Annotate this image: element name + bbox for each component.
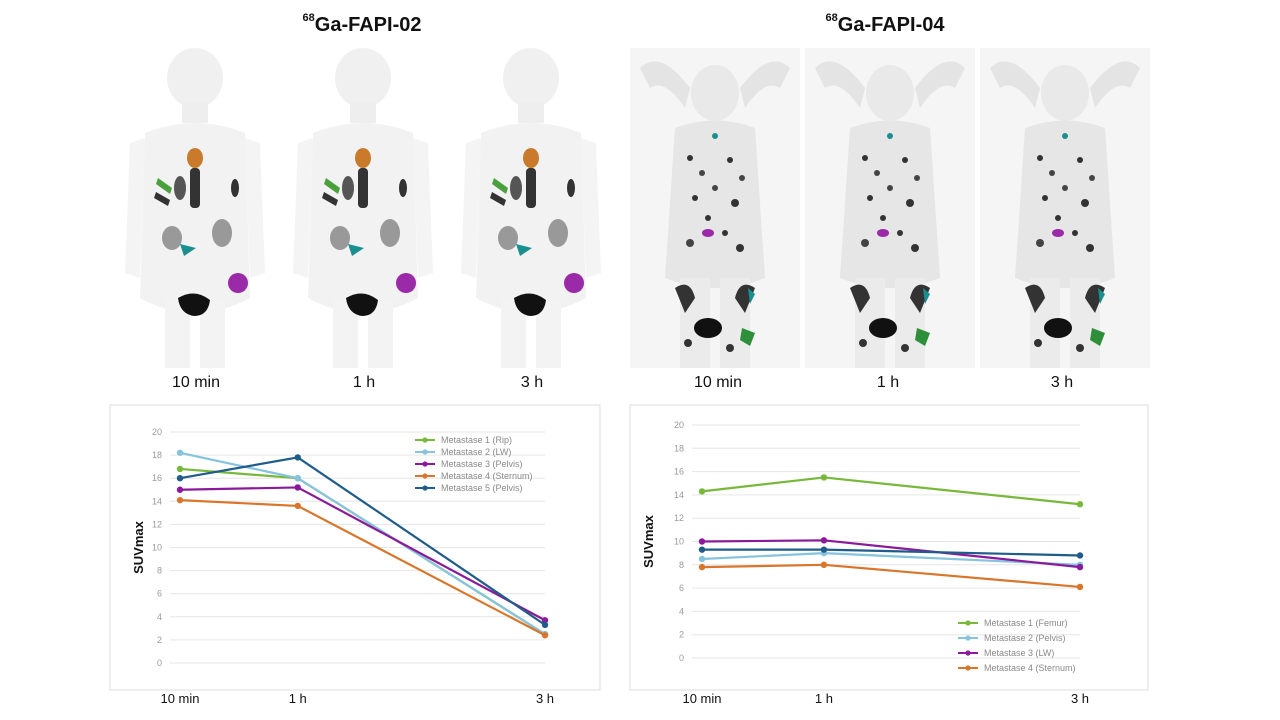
pet-scan-10min [630, 48, 800, 368]
legend-marker [965, 665, 971, 671]
y-tick-label: 10 [152, 543, 162, 553]
legend-marker [422, 485, 428, 491]
data-point [176, 449, 184, 456]
legend-marker [965, 635, 971, 641]
legend-entry: Metastase 4 (Sternum) [441, 471, 533, 481]
legend-entry: Metastase 2 (LW) [441, 447, 511, 457]
y-axis-label: SUVmax [131, 520, 146, 574]
y-tick-label: 18 [152, 450, 162, 460]
x-tick-label: 10 min [160, 691, 199, 706]
scan-time-label: 10 min [171, 374, 221, 391]
y-tick-label: 20 [674, 420, 684, 430]
y-tick-label: 10 [674, 537, 684, 547]
data-point [541, 621, 549, 629]
pet-scan-images-fapi-04 [630, 48, 1150, 368]
y-tick-label: 12 [674, 513, 684, 523]
data-point [176, 496, 184, 504]
data-point [176, 486, 184, 493]
x-tick-label: 1 h [289, 691, 307, 706]
y-tick-label: 4 [679, 606, 684, 616]
legend-entry: Metastase 5 (Pelvis) [441, 483, 523, 493]
data-point [698, 546, 706, 553]
suvmax-chart-fapi-04: 0 2 4 6 8 10 12 14 16 18 20 10 min 1 h 3 h SUVmax Metas… [629, 404, 1149, 706]
y-tick-label: 16 [152, 473, 162, 483]
scan-time-label: 1 h [876, 374, 900, 391]
line-chart: 0 2 4 6 8 10 12 14 16 18 20 10 min 1 h 3 h SUVmax Metas… [629, 404, 1149, 706]
legend-entry: Metastase 1 (Rip) [441, 435, 512, 445]
x-tick-label: 3 h [536, 691, 554, 706]
y-tick-label: 0 [679, 653, 684, 663]
x-tick-label: 1 h [815, 691, 833, 706]
y-tick-label: 0 [157, 658, 162, 668]
data-point [1076, 583, 1084, 591]
title-superscript: 68 [825, 12, 838, 25]
legend-entry: Metastase 2 (Pelvis) [984, 633, 1066, 643]
legend-entry: Metastase 3 (LW) [984, 648, 1054, 658]
line-chart: 0 2 4 6 8 10 12 14 16 18 20 10 min 1 h 3 h SUVmax Metas… [109, 404, 601, 706]
data-point [820, 561, 828, 568]
data-point [698, 538, 706, 545]
title-text: Ga-FAPI-02 [314, 14, 422, 36]
scan-time-label: 3 h [520, 374, 544, 391]
suvmax-chart-fapi-02: 0 2 4 6 8 10 12 14 16 18 20 10 min 1 h 3 h SUVmax Metas… [109, 404, 601, 706]
legend-entry: Metastase 1 (Femur) [984, 618, 1068, 628]
data-point [541, 617, 549, 624]
y-tick-label: 12 [152, 519, 162, 529]
legend-marker [965, 620, 971, 626]
data-point [820, 537, 828, 544]
y-tick-label: 6 [679, 583, 684, 593]
legend-marker [422, 473, 428, 479]
y-tick-label: 6 [157, 589, 162, 599]
data-point [1076, 552, 1084, 559]
data-point [294, 484, 301, 491]
data-point [294, 475, 301, 482]
data-point [176, 475, 184, 482]
data-point [1076, 501, 1084, 508]
title-text: Ga-FAPI-04 [837, 14, 945, 36]
data-point [820, 546, 828, 553]
y-tick-label: 8 [679, 560, 684, 570]
pet-scan-images-fapi-02 [110, 48, 610, 368]
data-point [698, 488, 706, 495]
y-tick-label: 14 [152, 496, 162, 506]
data-point [1076, 563, 1084, 571]
y-tick-label: 14 [674, 490, 684, 500]
legend-entry: Metastase 3 (Pelvis) [441, 459, 523, 469]
y-tick-label: 2 [679, 630, 684, 640]
x-tick-label: 10 min [682, 691, 721, 706]
data-point [698, 555, 706, 563]
scan-time-label: 3 h [1050, 374, 1074, 391]
pet-scan-10min [125, 48, 265, 368]
legend-entry: Metastase 4 (Sternum) [984, 663, 1076, 673]
panel-title-fapi-04: 68Ga-FAPI-04 [825, 12, 945, 37]
y-axis-label: SUVmax [641, 514, 656, 568]
y-tick-label: 20 [152, 427, 162, 437]
y-tick-label: 4 [157, 612, 162, 622]
data-point [541, 632, 549, 639]
data-point [820, 474, 828, 481]
legend-marker [422, 449, 428, 455]
y-tick-label: 16 [674, 467, 684, 477]
y-tick-label: 18 [674, 443, 684, 453]
data-point [176, 465, 184, 473]
legend-marker [422, 461, 428, 467]
x-tick-label: 3 h [1071, 691, 1089, 706]
y-tick-label: 2 [157, 635, 162, 645]
legend-marker [422, 437, 428, 443]
data-point [698, 563, 706, 571]
legend-marker [965, 650, 971, 656]
scan-time-label: 1 h [352, 374, 376, 391]
data-point [294, 502, 301, 510]
title-superscript: 68 [302, 12, 315, 25]
scan-time-label: 10 min [693, 374, 743, 391]
y-tick-label: 8 [157, 566, 162, 576]
panel-title-fapi-02: 68Ga-FAPI-02 [302, 12, 422, 37]
data-point [294, 454, 301, 461]
